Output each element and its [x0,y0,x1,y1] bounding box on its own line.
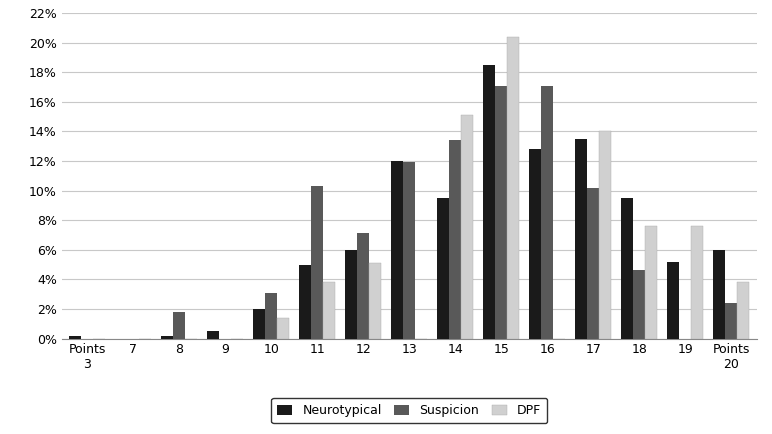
Bar [391,161,403,339]
Legend: Neurotypical, Suspicion, DPF: Neurotypical, Suspicion, DPF [271,398,547,424]
Bar [403,162,415,339]
Bar [311,186,323,339]
Bar [541,85,554,339]
Bar [530,149,541,339]
Bar [265,293,277,339]
Bar [587,187,599,339]
Bar [725,303,737,339]
Bar [357,233,369,339]
Bar [645,226,657,339]
Bar [253,309,265,339]
Bar [449,140,461,339]
Bar [713,250,725,339]
Bar [369,263,381,339]
Bar [161,335,173,339]
Bar [345,250,357,339]
Bar [737,282,749,339]
Bar [300,265,311,339]
Bar [461,115,473,339]
Bar [173,312,185,339]
Bar [323,282,335,339]
Bar [691,226,703,339]
Bar [495,85,507,339]
Bar [507,37,519,339]
Bar [599,132,611,339]
Bar [277,318,289,339]
Bar [69,335,81,339]
Bar [483,65,495,339]
Bar [575,139,587,339]
Bar [437,198,449,339]
Bar [633,270,645,339]
Bar [667,262,679,339]
Bar [621,198,633,339]
Bar [207,331,219,339]
